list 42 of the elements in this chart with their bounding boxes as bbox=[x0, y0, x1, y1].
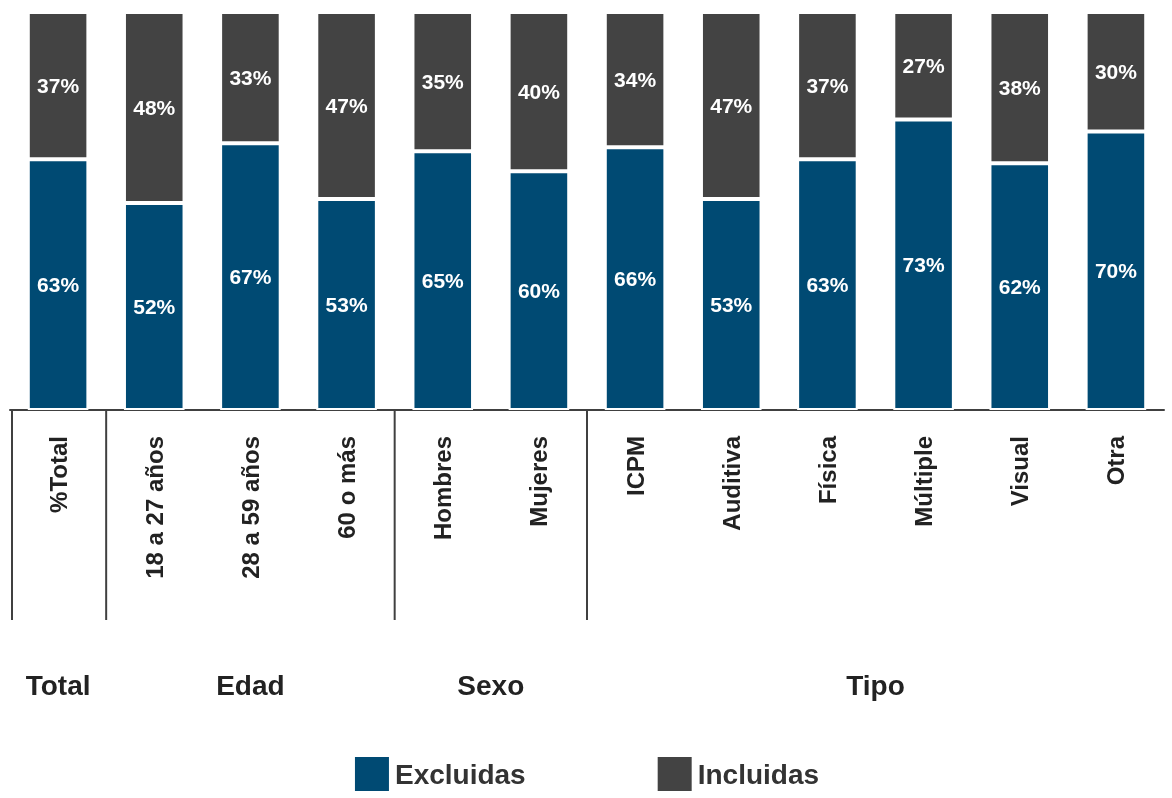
data-label: 34% bbox=[614, 68, 657, 92]
legend-label: Incluidas bbox=[697, 758, 820, 790]
data-label: 35% bbox=[421, 70, 465, 94]
data-label: 70% bbox=[1094, 259, 1138, 283]
x-tick-label: 18 a 27 años bbox=[140, 436, 168, 579]
x-tick-label: %Total bbox=[44, 436, 72, 513]
text: Sexo bbox=[457, 669, 525, 701]
x-tick-label: 28 a 59 años bbox=[236, 436, 264, 579]
x-tick-label: Auditiva bbox=[717, 435, 745, 531]
data-label: 27% bbox=[902, 54, 945, 78]
data-label: 66% bbox=[614, 267, 657, 291]
data-label: 47% bbox=[325, 94, 368, 118]
data-label: 37% bbox=[37, 74, 80, 98]
x-tick-label: Múltiple bbox=[910, 436, 938, 527]
data-label: 47% bbox=[710, 94, 753, 118]
data-label: 33% bbox=[229, 66, 272, 90]
data-label: 30% bbox=[1094, 60, 1138, 84]
data-label: 63% bbox=[37, 273, 80, 297]
legend-label: Excluidas bbox=[394, 758, 526, 790]
data-label: 53% bbox=[325, 293, 368, 317]
data-label: 37% bbox=[806, 74, 849, 98]
data-label: 60% bbox=[517, 279, 561, 303]
text: Tipo bbox=[846, 669, 905, 701]
text: Edad bbox=[216, 669, 285, 701]
x-tick-label: 60 o más bbox=[333, 436, 361, 539]
data-label: 65% bbox=[421, 269, 465, 293]
data-label: 62% bbox=[998, 275, 1042, 299]
text: Total bbox=[25, 669, 91, 701]
x-tick-label: Mujeres bbox=[525, 436, 553, 527]
x-tick-label: Física bbox=[813, 435, 841, 505]
data-label: 52% bbox=[133, 295, 176, 319]
data-label: 73% bbox=[902, 253, 945, 277]
x-tick-label: Hombres bbox=[429, 436, 457, 541]
data-label: 38% bbox=[998, 76, 1042, 100]
data-label: 48% bbox=[133, 96, 176, 120]
x-tick-label: ICPM bbox=[621, 436, 649, 496]
data-label: 40% bbox=[517, 80, 561, 104]
data-label: 53% bbox=[710, 293, 753, 317]
data-label: 63% bbox=[806, 273, 849, 297]
data-label: 67% bbox=[229, 265, 272, 289]
x-tick-label: Visual bbox=[1006, 436, 1034, 507]
x-tick-label: Otra bbox=[1102, 435, 1130, 486]
